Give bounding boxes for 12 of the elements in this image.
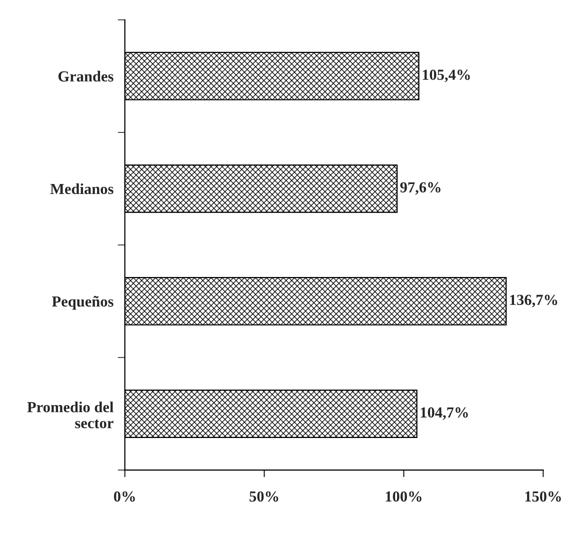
x-tick-label: 0% (114, 491, 135, 502)
data-label: 97,6% (400, 182, 440, 195)
data-label: 104,7% (420, 407, 468, 420)
x-tick-label: 100% (386, 491, 422, 502)
x-tick-label: 50% (250, 491, 278, 502)
y-tick-label: Pequeños (52, 296, 114, 310)
data-label: 136,7% (510, 294, 558, 308)
y-tick-label: Promedio del sector (27, 402, 114, 428)
x-tick-label: 150% (525, 491, 561, 502)
data-label: 105,4% (422, 70, 470, 82)
y-tick-label: Grandes (58, 70, 114, 82)
y-tick-label: Medianos (50, 183, 114, 194)
